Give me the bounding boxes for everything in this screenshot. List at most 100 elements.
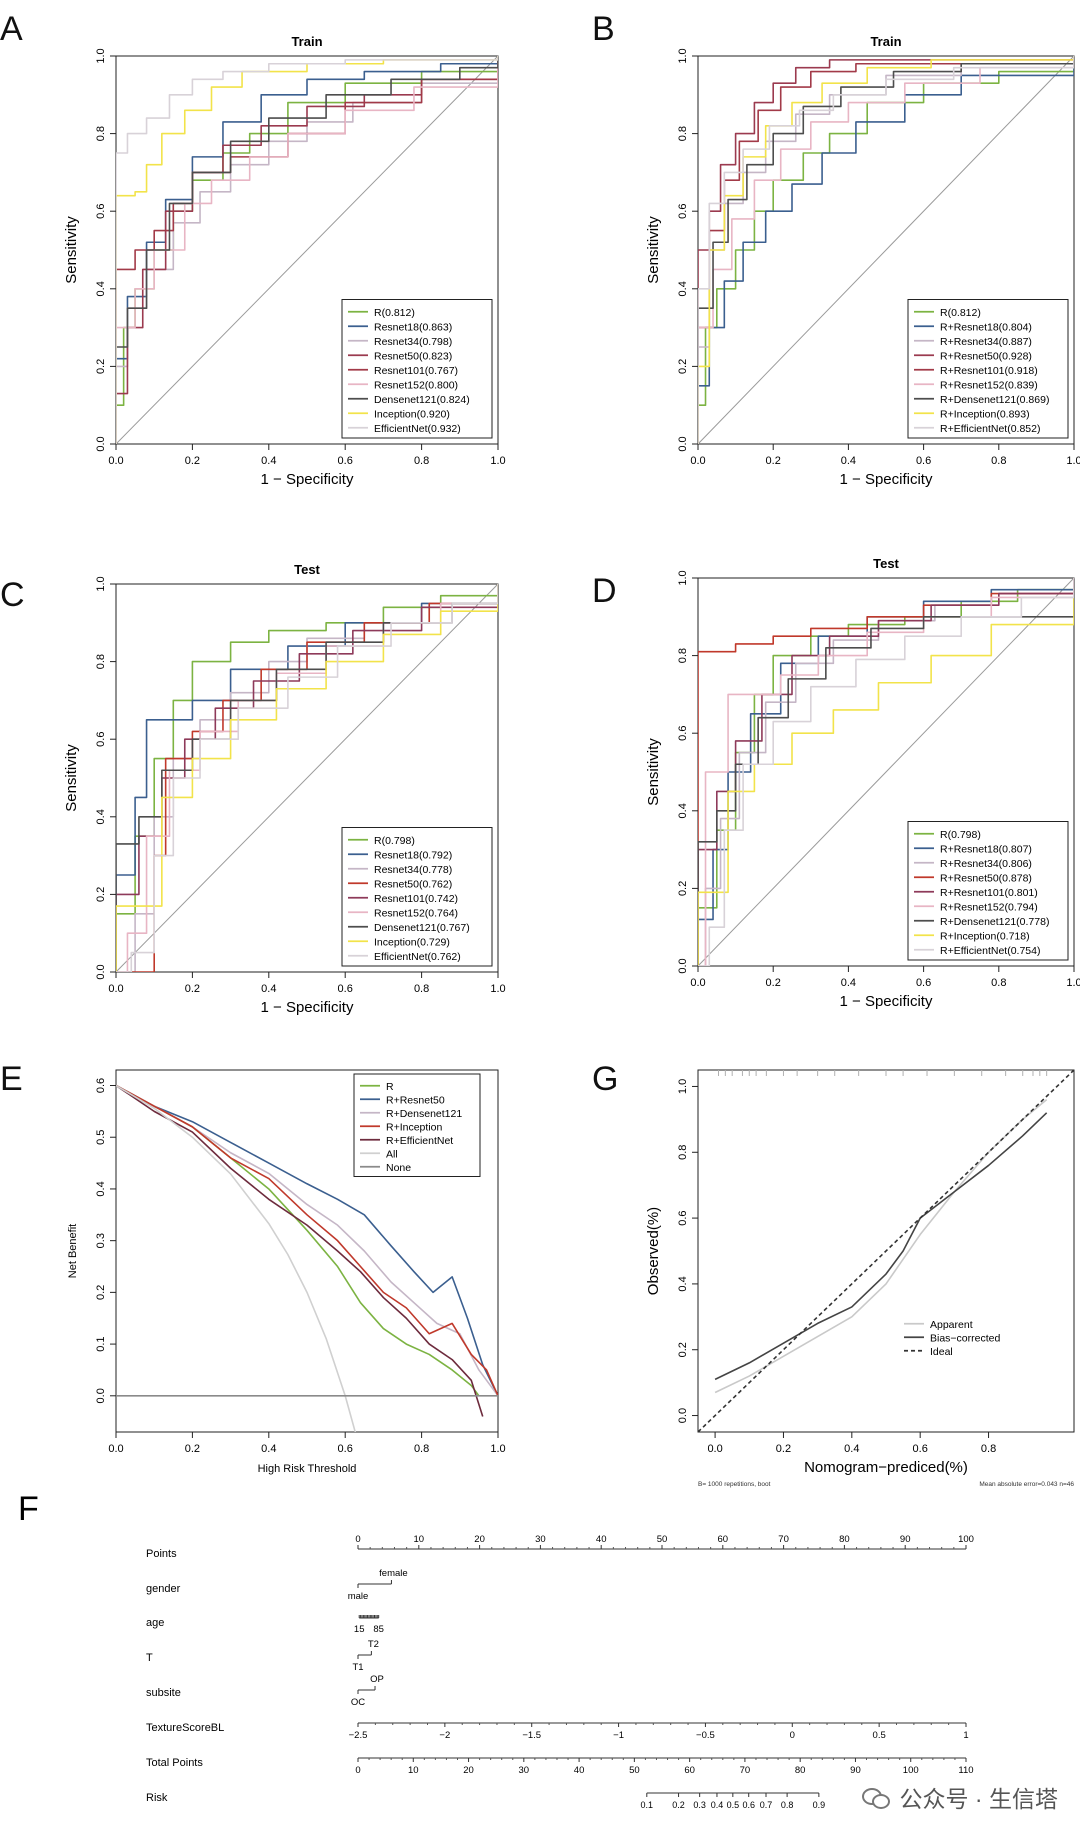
y-tick-label: 0.0 xyxy=(677,958,689,973)
y-tick-label: 0.5 xyxy=(95,1130,107,1145)
legend-label-resnet34: Resnet34(0.778) xyxy=(374,864,452,876)
legend-label-resnet152: Resnet152(0.764) xyxy=(374,907,458,919)
legend-label-resnet18: Resnet18(0.863) xyxy=(374,321,452,333)
x-tick-label: 0.0 xyxy=(690,455,705,467)
legend-label-r-densenet121: R+Densenet121(0.869) xyxy=(940,394,1049,406)
x-tick-label: 0.6 xyxy=(338,1443,353,1455)
series-line-r-resnet152 xyxy=(698,56,1074,444)
y-tick-label: 0.4 xyxy=(95,281,107,296)
legend-label-r: R(0.812) xyxy=(374,307,415,319)
x-tick-label: 0.4 xyxy=(261,983,276,995)
axis-tick-label: 30 xyxy=(535,1534,546,1545)
axis-tick-label: 50 xyxy=(657,1534,668,1545)
x-tick-label: 1.0 xyxy=(490,983,505,995)
x-axis-label: 1 − Specificity xyxy=(261,471,354,488)
axis-total-points: 0 10 20 30 40 50 60 70 80 90 100 110 xyxy=(355,1757,974,1776)
axis-points: 0 10 20 30 40 50 60 70 80 90 100 xyxy=(355,1534,974,1550)
y-tick-label: 0.0 xyxy=(677,1408,689,1423)
reference-diagonal xyxy=(115,583,499,973)
axis-tick-label: 40 xyxy=(574,1765,585,1776)
axis-tick-label: 0.9 xyxy=(813,1800,826,1810)
panel-e: E 0.0 0.2 0.4 0.6 0.8 1.0 0.0 0.1 0.2 0.3 0.4 0.5 0.6… xyxy=(0,1060,506,1475)
row-label-risk: Risk xyxy=(146,1792,168,1804)
y-tick-label: 0.8 xyxy=(677,648,689,663)
axis-tick-label: 0.7 xyxy=(760,1800,773,1810)
row-label-t: T xyxy=(146,1652,153,1664)
legend-label-r-inception: R+Inception(0.718) xyxy=(940,930,1030,942)
x-tick-label: 0.8 xyxy=(414,1443,429,1455)
row-label-age: age xyxy=(146,1617,164,1629)
x-tick-label: 0.2 xyxy=(766,455,781,467)
y-tick-label: 1.0 xyxy=(677,48,689,63)
y-tick-label: 0.2 xyxy=(677,359,689,374)
x-tick-label: 0.8 xyxy=(991,977,1006,989)
series-lines xyxy=(116,1084,498,1432)
axis-tick-label: 0 xyxy=(355,1534,360,1545)
row-label-total-points: Total Points xyxy=(146,1757,203,1769)
x-axis-label: 1 − Specificity xyxy=(261,999,354,1016)
legend-label-r-densenet121: R+Densenet121 xyxy=(386,1108,462,1120)
series-lines xyxy=(698,1070,1074,1432)
axis-tick-label: 0.5 xyxy=(873,1730,886,1741)
panel-letter: E xyxy=(0,1060,23,1098)
x-tick-label: 0.8 xyxy=(981,1443,996,1455)
x-tick-label: 1.0 xyxy=(1066,977,1080,989)
axis-tick-label: −1.5 xyxy=(522,1730,541,1741)
chart-title: Test xyxy=(294,562,320,577)
axis-tick-label: 60 xyxy=(718,1534,729,1545)
legend-label-r-resnet50: R+Resnet50(0.878) xyxy=(940,872,1032,884)
chart-title: Test xyxy=(873,556,899,571)
y-tick-label: 0.8 xyxy=(95,654,107,669)
y-tick-label: 0.6 xyxy=(677,1210,689,1225)
legend-label-apparent: Apparent xyxy=(930,1319,973,1331)
x-tick-label: 0.0 xyxy=(108,455,123,467)
series-line-ideal xyxy=(698,1070,1074,1432)
legend-label-densenet121: Densenet121(0.824) xyxy=(374,394,470,406)
y-tick-label: 0.6 xyxy=(95,204,107,219)
level-label-t1: T1 xyxy=(352,1662,363,1673)
y-axis-label: Net Benefit xyxy=(67,1224,79,1278)
legend-label-r-resnet50: R+Resnet50 xyxy=(386,1094,445,1106)
x-tick-label: 0.2 xyxy=(185,455,200,467)
axis-tick-label: 10 xyxy=(414,1534,425,1545)
x-axis-label: High Risk Threshold xyxy=(258,1463,357,1475)
watermark: 公众号 · 生信塔 xyxy=(861,1780,1058,1814)
plot-frame xyxy=(115,1069,499,1433)
legend-label-bias-corrected: Bias−corrected xyxy=(930,1332,1000,1344)
x-tick-label: 0.8 xyxy=(991,455,1006,467)
legend-label-r-resnet34: R+Resnet34(0.887) xyxy=(940,336,1032,348)
y-tick-label: 0.2 xyxy=(95,1285,107,1300)
axis-tick-label: −1 xyxy=(613,1730,624,1741)
series-line-r-efficientnet xyxy=(698,56,1074,444)
x-tick-label: 1.0 xyxy=(490,455,505,467)
x-tick-label: 0.6 xyxy=(338,983,353,995)
x-tick-label: 0.6 xyxy=(338,455,353,467)
legend-label-r: R(0.798) xyxy=(940,829,981,841)
axis-tick-label: 0.3 xyxy=(693,1800,706,1810)
axis-tick-label: 0.2 xyxy=(672,1800,685,1810)
reference-diagonal xyxy=(697,577,1075,967)
y-tick-label: 0.0 xyxy=(677,436,689,451)
x-tick-label: 0.4 xyxy=(261,455,276,467)
series-line-efficientnet xyxy=(116,584,498,972)
legend-label-efficientnet: EfficientNet(0.762) xyxy=(374,951,461,963)
panel-d: D Test 0.0 0.2 0.4 0.6 0.8 1.0 0.0 0.2 0.4 0.6 0.8 1.… xyxy=(592,556,1080,1010)
legend-label-r-efficientnet: R+EfficientNet xyxy=(386,1135,453,1147)
axis-tick-label: 30 xyxy=(519,1765,530,1776)
axis-subsite: OC OP xyxy=(351,1674,384,1708)
series-line-r-inception xyxy=(116,1084,498,1397)
plot-frame xyxy=(115,583,499,973)
y-tick-label: 1.0 xyxy=(95,48,107,63)
y-tick-label: 0.8 xyxy=(677,1145,689,1160)
series-line-densenet121 xyxy=(116,56,498,444)
y-tick-label: 1.0 xyxy=(677,1079,689,1094)
y-tick-label: 0.2 xyxy=(95,359,107,374)
series-lines xyxy=(116,56,498,444)
row-label-points: Points xyxy=(146,1548,177,1560)
legend-box xyxy=(353,1073,481,1177)
axis-tick-label: 0.6 xyxy=(742,1800,755,1810)
wechat-icon xyxy=(861,1786,892,1809)
row-label-texturescorebl: TextureScoreBL xyxy=(146,1722,224,1734)
